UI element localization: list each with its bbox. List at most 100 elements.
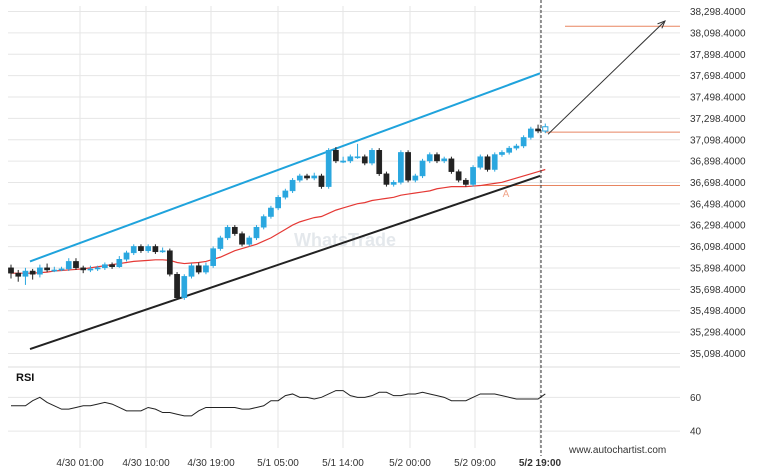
candle [152, 244, 159, 254]
pattern-marker-a: A [503, 189, 510, 200]
candle-body [520, 137, 527, 147]
candle-body [282, 190, 289, 198]
candle-body [390, 182, 397, 185]
candle [412, 173, 419, 183]
candle-body [347, 156, 354, 162]
y-tick-label: 37,498.4000 [690, 93, 746, 104]
y-tick-label: 36,698.4000 [690, 178, 746, 189]
candle [289, 178, 296, 194]
candle-body [15, 272, 22, 277]
candle-body [405, 152, 411, 181]
candle [145, 244, 152, 253]
y-tick-label: 35,498.4000 [690, 306, 746, 317]
candle [44, 263, 50, 273]
candle [130, 244, 137, 255]
candle [87, 265, 94, 273]
candle [477, 154, 484, 170]
candle-body [275, 197, 281, 209]
candle [246, 235, 253, 247]
candle [22, 267, 29, 285]
candle-body [253, 226, 260, 239]
candle-body [51, 269, 58, 272]
candle-body [463, 179, 469, 185]
watermark: WhatsTrade [294, 230, 396, 250]
y-tick-label: 35,298.4000 [690, 328, 746, 339]
candle-body [58, 268, 65, 271]
candle [210, 246, 217, 268]
candle-body [527, 128, 534, 138]
y-tick-label: 38,298.4000 [690, 7, 746, 18]
candle [448, 156, 455, 174]
candle-body [369, 150, 375, 164]
x-tick-label: 5/2 09:00 [454, 458, 496, 469]
candle-body [398, 152, 404, 183]
candle-body [318, 175, 325, 187]
candle [123, 250, 130, 262]
candle-body [506, 147, 513, 153]
x-tick-label: 4/30 19:00 [187, 458, 235, 469]
candle [8, 264, 14, 279]
overlay-layer: WhatsTrade A [11, 0, 680, 456]
candle [361, 154, 368, 166]
candle-body [311, 175, 318, 179]
y-tick-label: 36,898.4000 [690, 157, 746, 168]
y-tick-label: 35,098.4000 [690, 349, 746, 360]
candle-body [535, 128, 541, 132]
candle-body [94, 267, 101, 270]
candle [513, 143, 520, 151]
candle-body [499, 152, 505, 155]
y-tick-label: 36,498.4000 [690, 199, 746, 210]
candle [268, 205, 274, 219]
candle-body [80, 267, 87, 271]
candle-body [231, 226, 238, 234]
candle-body [246, 237, 253, 245]
candle [224, 225, 231, 241]
candle [484, 154, 491, 172]
moving-average-line [11, 168, 546, 274]
candle-body [491, 154, 498, 170]
candle-body [383, 173, 390, 185]
candle-body [22, 270, 29, 277]
candle [325, 148, 332, 189]
candle [159, 247, 166, 253]
y-tick-label: 36,098.4000 [690, 242, 746, 253]
candle-body [65, 261, 72, 270]
candle [195, 262, 202, 275]
candle [174, 272, 180, 300]
candle [94, 265, 101, 272]
candle-body [354, 156, 361, 159]
x-tick-label: 5/2 00:00 [389, 458, 431, 469]
candle-body [412, 175, 419, 181]
label-layer: 38,298.4000 38,098.4000 37,898.4000 37,698.… [56, 7, 746, 469]
candle-body [37, 267, 43, 275]
candle-body [289, 179, 296, 192]
candle [253, 225, 260, 241]
candle-body [441, 158, 448, 162]
candle [239, 231, 245, 247]
candle-body [513, 145, 520, 149]
rsi-layer [11, 390, 546, 417]
candle-body [102, 264, 108, 269]
x-tick-label: 4/30 01:00 [56, 458, 104, 469]
candle [311, 172, 318, 181]
y-tick-label: 37,898.4000 [690, 50, 746, 61]
candle-body [470, 167, 476, 185]
candle [369, 148, 375, 166]
x-tick-label: 5/1 14:00 [322, 458, 364, 469]
rsi-title: RSI [16, 372, 34, 384]
candle [441, 156, 448, 164]
candle [58, 266, 65, 272]
candle-body [29, 270, 36, 275]
candle-body [325, 150, 332, 187]
candle [542, 123, 549, 134]
candle [506, 145, 513, 155]
y-tick-label: 37,298.4000 [690, 114, 746, 125]
candle [527, 126, 534, 140]
candle [398, 150, 404, 185]
candle [304, 173, 310, 181]
candle [333, 147, 339, 164]
candle [499, 150, 505, 157]
candle [203, 262, 209, 275]
candle-body [152, 246, 159, 253]
candle-body [210, 248, 217, 266]
